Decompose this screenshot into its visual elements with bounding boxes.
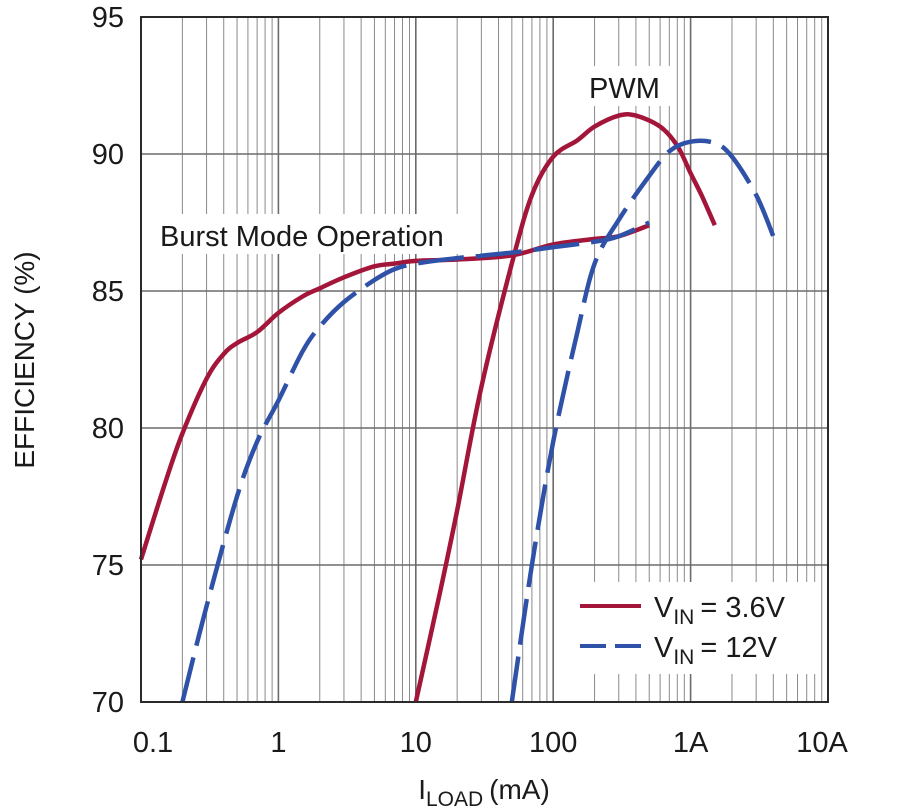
legend-label-vin-12v-sub: IN [673,646,694,669]
x-tick-label: 100 [529,727,577,759]
annotations: Burst Mode Operation PWM [152,66,674,254]
burst-mode-label: Burst Mode Operation [160,221,444,253]
burst-label-bg [152,214,480,254]
legend-label-vin-12v-value: = 12V [700,632,777,664]
y-tick-labels: 70 75 80 85 90 95 [92,2,124,719]
legend-label-vin-3v6: VIN = 3.6V [654,592,786,629]
series-1-curve-pwm [509,138,776,703]
series-1-curve-burst [180,220,651,703]
x-axis-title: ILOAD (mA) [418,774,550,811]
data-curves [138,112,776,703]
y-tick-label: 85 [92,276,124,308]
legend-label-vin-12v-main: V [654,632,674,664]
x-tick-label: 10A [796,727,848,759]
y-tick-label: 90 [92,139,124,171]
x-axis-title-sub: LOAD [426,788,483,811]
legend-label-vin-3v6-main: V [654,592,674,624]
series-0-curve-pwm [413,112,717,703]
y-axis-title: EFFICIENCY (%) [9,251,40,468]
x-axis-title-main: I [418,774,426,805]
x-tick-label: 1 [270,727,286,759]
pwm-label: PWM [589,73,660,105]
y-tick-label: 70 [92,687,124,719]
x-tick-labels: 0.1 1 10 100 1A 10A [133,727,849,759]
x-tick-label: 0.1 [133,727,173,759]
series-0-curve-burst [138,223,651,561]
y-tick-label: 75 [92,550,124,582]
legend-label-vin-3v6-sub: IN [673,606,694,629]
legend-bg [570,582,820,674]
x-axis-title-unit: (mA) [489,774,550,805]
y-tick-label: 95 [92,2,124,34]
legend: VIN = 3.6V VIN = 12V [570,582,820,674]
legend-label-vin-12v: VIN = 12V [654,632,778,669]
legend-label-vin-3v6-value: = 3.6V [700,592,785,624]
plot-frame [140,16,829,703]
y-tick-label: 80 [92,413,124,445]
x-tick-label: 10 [400,727,432,759]
pwm-label-bg [582,66,674,106]
x-tick-label: 1A [673,727,709,759]
